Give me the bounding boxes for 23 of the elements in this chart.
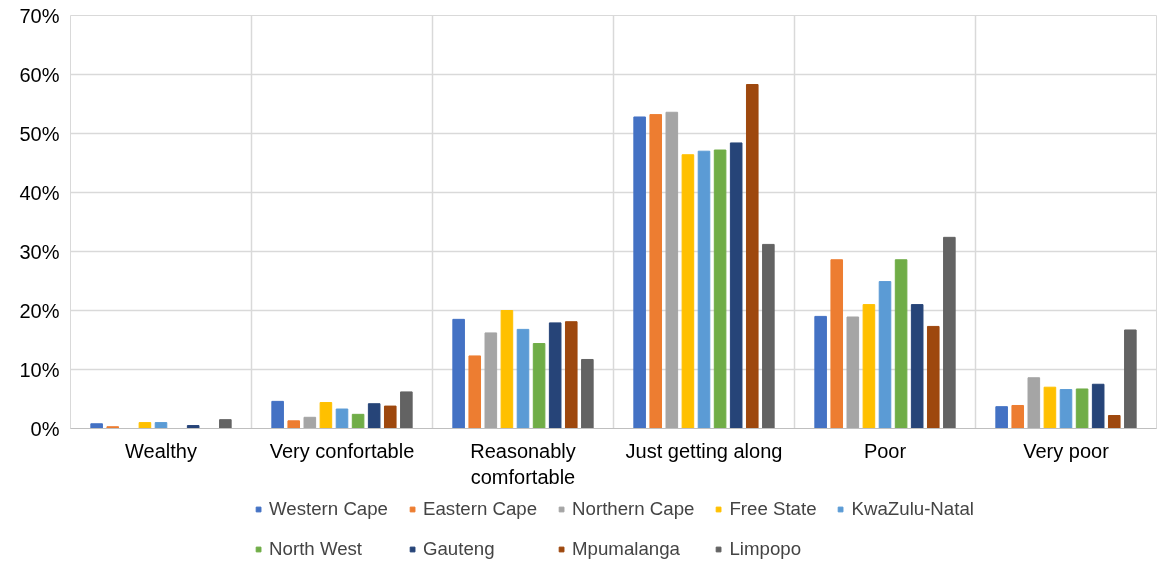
y-tick-label: 10%	[19, 358, 60, 381]
x-tick-label: Very poor	[1023, 439, 1110, 462]
x-tick-label: Poor	[863, 439, 907, 462]
legend-label: Limpopo	[729, 538, 802, 560]
x-tick-label: Very confortable	[269, 439, 415, 462]
x-tick-label: Reasonably comfortable	[470, 439, 576, 488]
x-tick-label: Wealthy	[125, 439, 197, 462]
y-tick-label: 50%	[19, 122, 60, 145]
y-tick-label: 40%	[19, 181, 60, 204]
legend-label: Western Cape	[269, 498, 388, 520]
y-tick-label: 30%	[19, 240, 60, 263]
y-tick-label: 60%	[19, 63, 60, 86]
legend-label: North West	[269, 538, 363, 560]
legend-label: Gauteng	[422, 538, 495, 560]
y-tick-label: 70%	[19, 4, 60, 27]
legend-label: Northern Cape	[572, 498, 695, 520]
legend-label: KwaZulu-Natal	[851, 498, 974, 520]
legend-label: Free State	[729, 498, 817, 520]
y-tick-label: 0%	[30, 417, 60, 440]
legend-label: Eastern Cape	[422, 498, 538, 520]
legend-label: Mpumalanga	[572, 538, 680, 560]
y-tick-label: 20%	[19, 299, 60, 322]
x-tick-label: Just getting along	[625, 439, 783, 462]
